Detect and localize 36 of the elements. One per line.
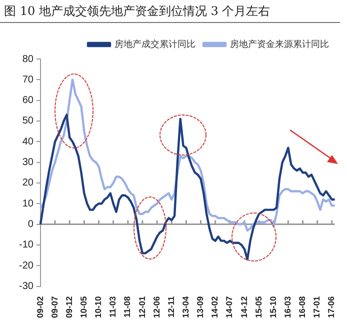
y-tick-label: 50: [22, 116, 34, 127]
x-tick-label: 14-02: [210, 296, 220, 318]
y-tick-label: 70: [22, 74, 34, 86]
x-tick-label: 12-06: [151, 296, 162, 318]
x-tick-label: 09-07: [49, 296, 60, 318]
x-tick-label: 11-03: [108, 296, 118, 318]
y-tick-label: -30: [19, 281, 34, 292]
y-tick-label: 40: [22, 136, 34, 148]
x-tick-label: 16-03: [282, 296, 293, 318]
y-tick-label: 10: [22, 198, 34, 210]
y-tick-label: 80: [22, 54, 34, 65]
y-tick-label: 60: [22, 95, 34, 106]
x-tick-label: 14-12: [238, 296, 249, 318]
x-tick-label: 17-06: [326, 296, 336, 318]
y-tick-label: -10: [19, 240, 34, 251]
x-tick-label: 09-02: [34, 296, 45, 318]
x-tick-label: 10-10: [93, 296, 104, 318]
x-tick-label: 16-08: [297, 296, 308, 318]
x-tick-label: 17-01: [312, 296, 322, 318]
y-tick-label: 0: [28, 219, 34, 230]
y-tick-label: 30: [22, 157, 34, 168]
x-tick-label: 15-05: [253, 296, 264, 318]
x-tick-label: 14-07: [224, 296, 234, 318]
x-tick-label: 13-09: [195, 296, 206, 318]
x-tick-label: 13-04: [180, 296, 191, 318]
y-tick-label: -20: [19, 260, 34, 272]
x-tick-label: 11-08: [122, 296, 132, 318]
legend-label: 房地产资金来源累计同比: [230, 38, 329, 50]
x-tick-label: 12-01: [136, 296, 147, 318]
chart-title: 图 10 地产成交领先地产资金到位情况 3 个月左右: [4, 3, 270, 20]
y-tick-label: 20: [22, 178, 34, 189]
x-tick-label: 12-11: [166, 296, 176, 318]
x-tick-label: 10-05: [78, 296, 89, 318]
x-tick-label: 09-12: [64, 296, 74, 318]
x-tick-label: 15-10: [268, 296, 278, 318]
legend-label: 房地产成交累计同比: [114, 38, 196, 50]
